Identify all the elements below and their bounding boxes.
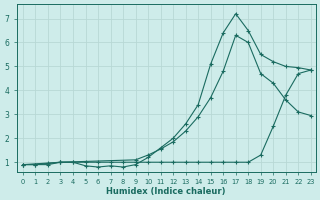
X-axis label: Humidex (Indice chaleur): Humidex (Indice chaleur)	[107, 187, 226, 196]
